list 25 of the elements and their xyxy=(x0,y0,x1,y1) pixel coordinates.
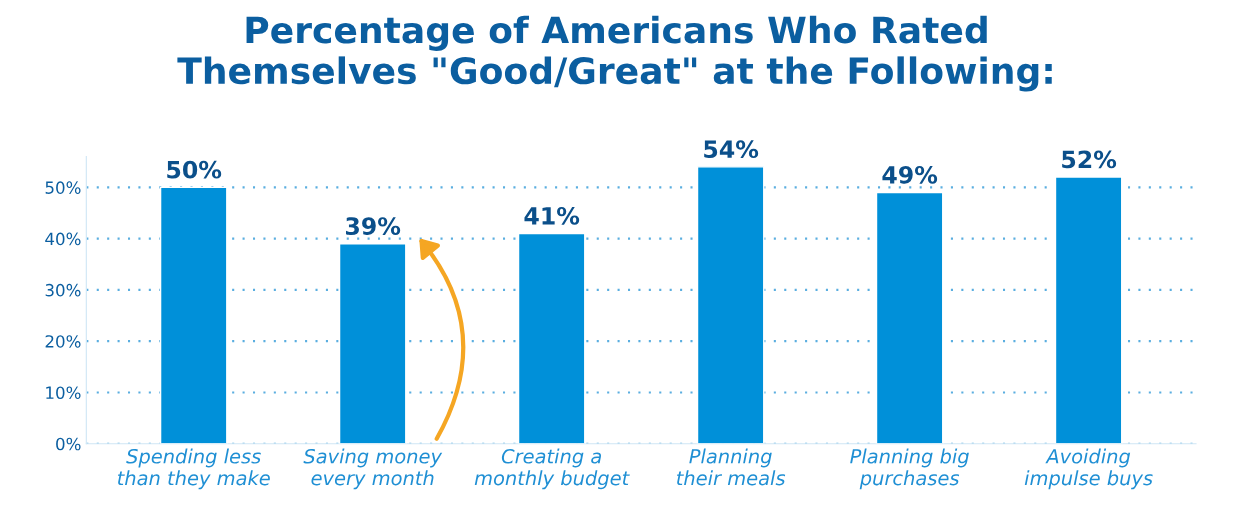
x-tick-label: Spending less than they make xyxy=(117,448,270,490)
y-tick-label: 30% xyxy=(45,283,81,297)
x-tick-label: Creating a monthly budget xyxy=(474,448,630,490)
x-tick-label: Avoiding impulse buys xyxy=(1024,448,1153,490)
x-tick-label: Planning big purchases xyxy=(850,448,969,490)
data-label: 49% xyxy=(882,165,938,184)
bar xyxy=(696,166,765,444)
x-tick-label: Planning their meals xyxy=(676,448,786,486)
y-tick-label: 50% xyxy=(45,181,81,194)
y-tick-label: 10% xyxy=(46,386,81,399)
x-tick-label: Saving money every month xyxy=(303,448,443,490)
bar xyxy=(1054,176,1123,444)
bar xyxy=(875,191,944,444)
data-label: 54% xyxy=(704,140,759,159)
y-tick-label: 20% xyxy=(45,335,81,348)
data-label: 50% xyxy=(167,160,222,179)
y-tick-label: 0% xyxy=(56,437,81,451)
data-label: 41% xyxy=(524,206,580,225)
data-label: 39% xyxy=(346,217,401,236)
y-tick-label: 40% xyxy=(45,232,81,246)
bar xyxy=(517,232,586,444)
bar xyxy=(159,186,228,444)
data-label: 52% xyxy=(1062,150,1117,169)
chart-title: Percentage of Americans Who Rated Themselves "Good/Great" at the Following: xyxy=(177,15,1052,92)
bar xyxy=(338,243,407,444)
